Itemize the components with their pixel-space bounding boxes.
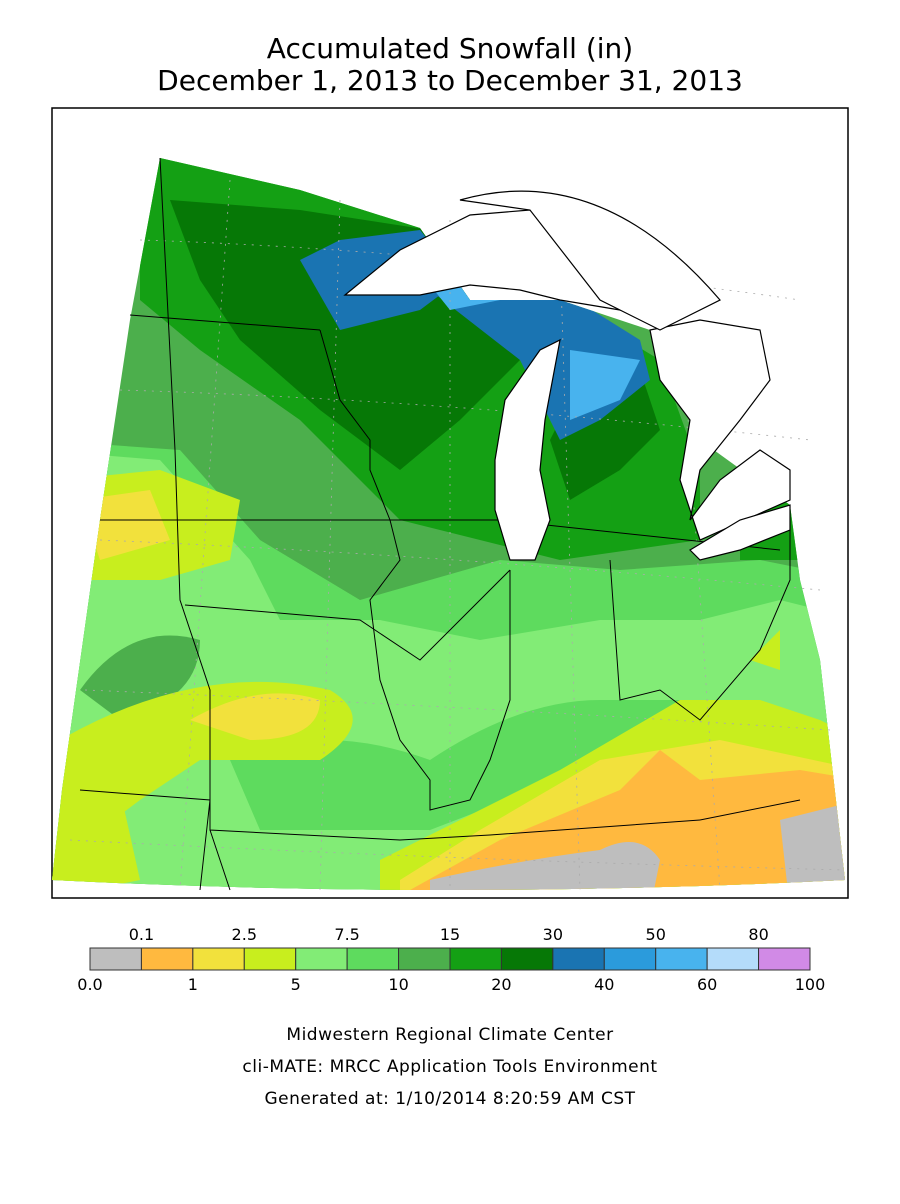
legend-label: 50 bbox=[646, 925, 666, 944]
snow-area bbox=[570, 350, 640, 420]
legend-label: 2.5 bbox=[232, 925, 257, 944]
ontario-land bbox=[459, 190, 721, 331]
lake-erie bbox=[689, 504, 791, 561]
legend-swatch bbox=[398, 947, 451, 971]
legend-label: 20 bbox=[491, 975, 511, 994]
legend-swatch bbox=[346, 947, 400, 971]
legend-swatch bbox=[449, 947, 502, 971]
legend-label: 100 bbox=[795, 975, 826, 994]
legend-swatch bbox=[89, 947, 142, 971]
legend-label: 15 bbox=[440, 925, 460, 944]
footer-line: Generated at: 1/10/2014 8:20:59 AM CST bbox=[264, 1089, 635, 1109]
legend-label: 0.0 bbox=[77, 975, 102, 994]
snow-area bbox=[750, 630, 780, 670]
legend-label: 80 bbox=[748, 925, 768, 944]
legend-label: 60 bbox=[697, 975, 717, 994]
legend-swatch bbox=[243, 947, 297, 971]
state-borders bbox=[79, 157, 801, 891]
legend-swatch bbox=[140, 947, 194, 971]
footer-line: Midwestern Regional Climate Center bbox=[286, 1025, 613, 1045]
legend-label: 40 bbox=[594, 975, 614, 994]
lake-michigan bbox=[494, 338, 561, 561]
snow-area bbox=[230, 700, 700, 830]
lakes bbox=[343, 190, 791, 561]
legend-label: 30 bbox=[543, 925, 563, 944]
map-subtitle: December 1, 2013 to December 31, 2013 bbox=[157, 64, 743, 97]
snow-area bbox=[52, 790, 140, 890]
legend-swatch bbox=[500, 947, 554, 971]
snow-area bbox=[80, 635, 200, 720]
legend-label: 1 bbox=[188, 975, 198, 994]
map-title: Accumulated Snowfall (in) bbox=[267, 32, 633, 65]
legend-label: 0.1 bbox=[129, 925, 154, 944]
snow-area bbox=[80, 490, 170, 560]
legend-label: 5 bbox=[291, 975, 301, 994]
legend-swatch bbox=[295, 947, 348, 971]
legend-swatch bbox=[758, 947, 811, 971]
legend: 0.0 0.1 1 2.5 5 7.5 10 15 20 30 40 50 60 80 100 bbox=[77, 925, 825, 994]
snow-area bbox=[190, 693, 320, 740]
legend-swatch bbox=[655, 947, 708, 971]
lake-huron bbox=[649, 319, 791, 541]
legend-label: 7.5 bbox=[334, 925, 359, 944]
legend-swatch bbox=[552, 947, 605, 971]
legend-swatch bbox=[706, 947, 760, 971]
snow-area bbox=[430, 842, 660, 890]
footer: Midwestern Regional Climate Center cli-MA… bbox=[242, 1025, 657, 1109]
legend-label: 10 bbox=[388, 975, 408, 994]
footer-line: cli-MATE: MRCC Application Tools Environ… bbox=[242, 1057, 657, 1077]
legend-swatch bbox=[603, 947, 657, 971]
map bbox=[51, 107, 849, 899]
legend-swatch bbox=[192, 947, 245, 971]
